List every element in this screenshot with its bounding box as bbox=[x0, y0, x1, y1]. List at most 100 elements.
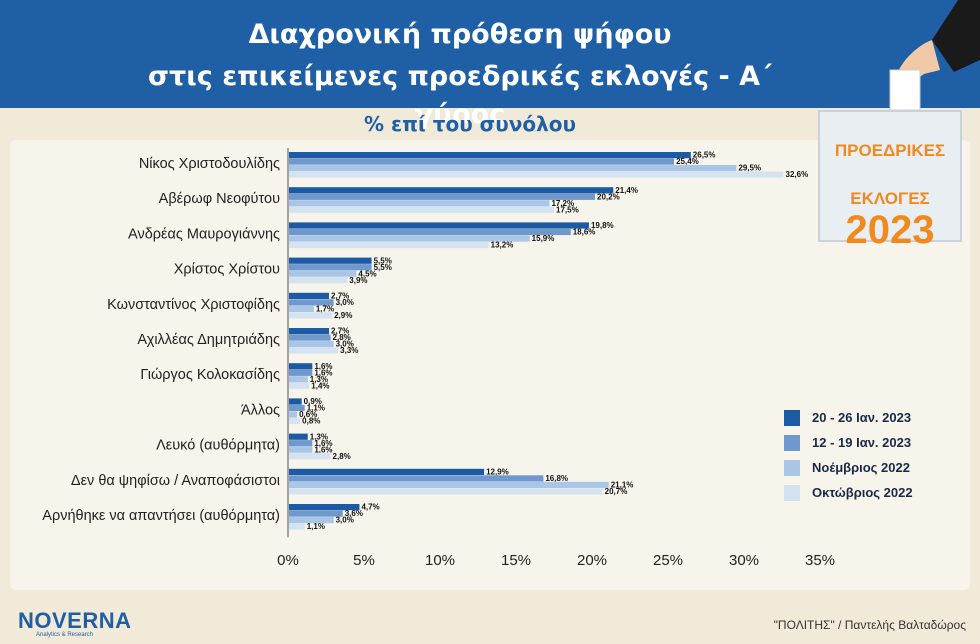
chart-title-line1: Διαχρονική πρόθεση ψήφου bbox=[248, 19, 672, 50]
data-label: 1,6% bbox=[314, 362, 332, 371]
bar bbox=[289, 398, 302, 405]
category-label: Άλλος bbox=[241, 402, 280, 418]
x-tick-label: 0% bbox=[277, 552, 299, 569]
bar bbox=[289, 523, 305, 530]
x-tick-label: 15% bbox=[501, 552, 531, 569]
bar bbox=[289, 187, 614, 194]
data-label: 0,6% bbox=[299, 410, 317, 419]
legend-swatch bbox=[784, 459, 800, 476]
bar bbox=[289, 468, 485, 475]
badge-line2: ΕΚΛΟΓΕΣ bbox=[850, 189, 930, 208]
data-label: 3,0% bbox=[336, 298, 354, 307]
data-label: 25,4% bbox=[676, 157, 699, 166]
x-tick-label: 5% bbox=[353, 552, 375, 569]
x-tick-label: 35% bbox=[805, 552, 835, 569]
ballot-hand-icon bbox=[889, 0, 980, 110]
data-label: 3,0% bbox=[336, 516, 354, 525]
x-tick-label: 25% bbox=[653, 552, 683, 569]
election-badge: ΠΡΟΕΔΡΙΚΕΣ ΕΚΛΟΓΕΣ 2023 bbox=[818, 110, 962, 252]
source-credit: "ΠΟΛΙΤΗΣ" / Παντελής Βαλταδώρος bbox=[773, 618, 966, 632]
bar bbox=[289, 264, 372, 271]
bar bbox=[289, 299, 334, 306]
bar bbox=[289, 363, 313, 370]
data-label: 1,3% bbox=[310, 432, 328, 441]
data-label: 18,6% bbox=[573, 228, 596, 237]
x-tick-label: 30% bbox=[729, 552, 759, 569]
category-label: Αχιλλέας Δημητριάδης bbox=[137, 332, 280, 348]
data-label: 2,8% bbox=[333, 452, 351, 461]
data-label: 1,6% bbox=[314, 439, 332, 448]
chart-title-line2: στις επικείμενες προεδρικές εκλογές - Α΄… bbox=[148, 61, 772, 130]
x-tick-label: 20% bbox=[577, 552, 607, 569]
legend-swatch bbox=[784, 409, 800, 426]
bar bbox=[289, 305, 314, 312]
bar bbox=[289, 334, 331, 341]
data-label: 3,9% bbox=[349, 276, 367, 285]
data-label: 19,8% bbox=[591, 221, 614, 230]
bar bbox=[289, 241, 489, 249]
bar bbox=[289, 152, 691, 159]
bar bbox=[289, 341, 334, 348]
chart-legend: 20 - 26 Ιαν. 2023 12 - 19 Ιαν. 2023 Νοέμβρ… bbox=[784, 405, 913, 505]
category-label: Χρίστος Χρίστου bbox=[174, 262, 280, 278]
bar bbox=[289, 417, 301, 425]
data-label: 1,1% bbox=[307, 522, 325, 531]
category-label: Λευκό (αυθόρμητα) bbox=[156, 438, 280, 454]
bar bbox=[289, 446, 313, 453]
data-label: 0,8% bbox=[302, 417, 320, 426]
bar bbox=[289, 517, 334, 524]
data-label: 3,6% bbox=[345, 509, 363, 518]
data-label: 21,1% bbox=[611, 481, 634, 490]
bar bbox=[289, 328, 330, 335]
bar bbox=[289, 504, 360, 511]
bar bbox=[289, 270, 357, 277]
bar bbox=[289, 292, 330, 299]
bar bbox=[289, 347, 339, 354]
legend-swatch bbox=[784, 434, 800, 451]
bar bbox=[289, 376, 308, 383]
bar bbox=[289, 257, 372, 264]
legend-item: Νοέμβριος 2022 bbox=[784, 455, 913, 480]
bar bbox=[289, 453, 331, 460]
data-label: 1,1% bbox=[307, 404, 325, 413]
data-label: 4,5% bbox=[358, 269, 376, 278]
legend-item: 20 - 26 Ιαν. 2023 bbox=[784, 405, 913, 430]
data-label: 3,0% bbox=[336, 340, 354, 349]
bar bbox=[289, 228, 571, 236]
bar bbox=[289, 481, 609, 488]
bar bbox=[289, 171, 784, 178]
bar bbox=[289, 404, 305, 412]
bar bbox=[289, 158, 675, 165]
bar bbox=[289, 475, 544, 482]
chart-subtitle: % επί του συνόλου bbox=[363, 112, 577, 136]
x-tick-label: 10% bbox=[425, 552, 455, 569]
header-banner: Διαχρονική πρόθεση ψήφου στις επικείμενε… bbox=[0, 0, 980, 130]
data-label: 4,7% bbox=[361, 503, 379, 512]
noverna-logo-sub: Analytics & Research bbox=[36, 632, 94, 638]
noverna-logo: NOVERNA bbox=[18, 608, 132, 633]
bar bbox=[289, 206, 554, 213]
data-label: 20,7% bbox=[605, 487, 628, 496]
data-label: 2,7% bbox=[331, 292, 349, 301]
category-label: Ανδρέας Μαυρογιάννης bbox=[128, 226, 280, 242]
category-label: Κωνσταντίνος Χριστοφίδης bbox=[107, 297, 280, 313]
legend-swatch bbox=[784, 484, 800, 501]
bar bbox=[289, 235, 530, 242]
bar bbox=[289, 277, 348, 284]
bar bbox=[289, 165, 737, 172]
bar bbox=[289, 510, 343, 517]
category-label: Δεν θα ψηφίσω / Αναποφάσιστοι bbox=[71, 473, 280, 489]
data-label: 5,5% bbox=[374, 263, 392, 272]
data-label: 1,7% bbox=[316, 305, 334, 314]
bar bbox=[289, 382, 310, 389]
legend-label: Νοέμβριος 2022 bbox=[812, 460, 910, 475]
bar bbox=[289, 222, 589, 229]
bar bbox=[289, 200, 550, 207]
data-label: 1,3% bbox=[310, 375, 328, 384]
bar bbox=[289, 312, 333, 319]
data-label: 2,8% bbox=[333, 333, 351, 342]
data-label: 12,9% bbox=[486, 468, 509, 477]
category-label: Νίκος Χριστοδουλίδης bbox=[139, 156, 280, 172]
data-label: 15,9% bbox=[532, 234, 555, 243]
data-label: 17,2% bbox=[551, 199, 574, 208]
